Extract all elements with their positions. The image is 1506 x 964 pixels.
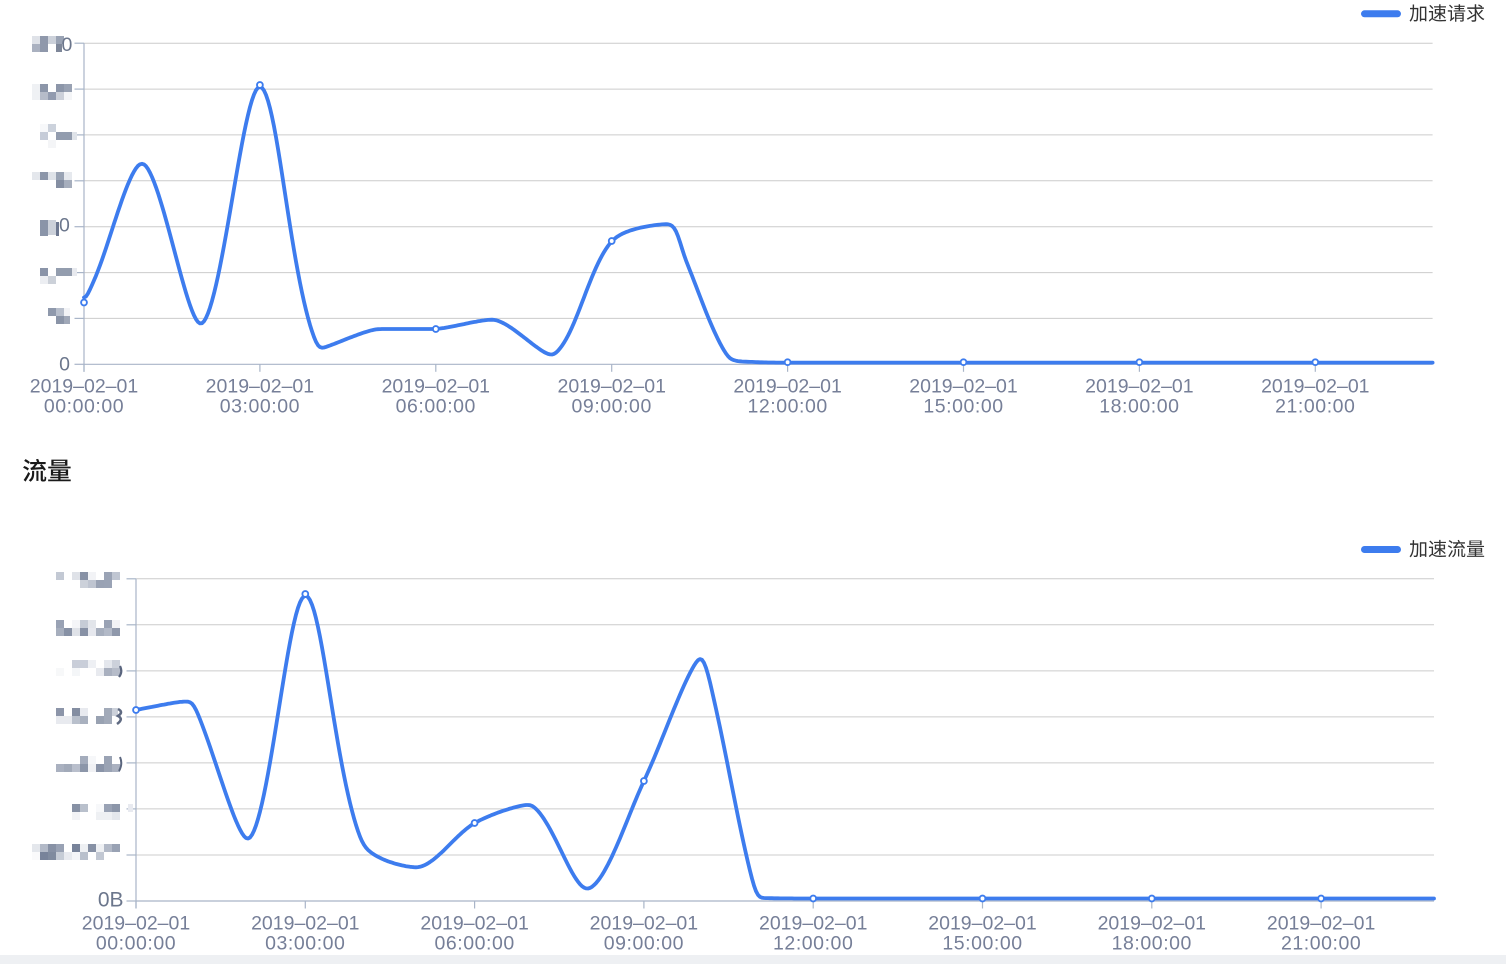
svg-text:2019–02–01: 2019–02–01 <box>759 912 867 934</box>
svg-text:2019–02–01: 2019–02–01 <box>733 376 841 398</box>
svg-text:03:00:00: 03:00:00 <box>265 932 345 954</box>
svg-text:0: 0 <box>59 215 70 237</box>
svg-text:03:00:00: 03:00:00 <box>220 396 300 418</box>
svg-text:2019–02–01: 2019–02–01 <box>1261 376 1369 398</box>
svg-text:12:00:00: 12:00:00 <box>747 396 827 418</box>
svg-text:0B: 0B <box>98 889 124 912</box>
svg-text:15:00:00: 15:00:00 <box>923 396 1003 418</box>
svg-text:12:00:00: 12:00:00 <box>773 932 853 954</box>
svg-text:2019–02–01: 2019–02–01 <box>909 376 1017 398</box>
svg-text:2019–02–01: 2019–02–01 <box>1098 912 1206 934</box>
svg-text:09:00:00: 09:00:00 <box>572 396 652 418</box>
svg-text:0: 0 <box>62 34 73 56</box>
svg-text:06:00:00: 06:00:00 <box>396 396 476 418</box>
svg-text:2019–02–01: 2019–02–01 <box>82 912 190 934</box>
svg-text:2019–02–01: 2019–02–01 <box>1085 376 1193 398</box>
svg-text:00:00:00: 00:00:00 <box>96 932 176 954</box>
svg-text:18:00:00: 18:00:00 <box>1099 396 1179 418</box>
svg-text:2019–02–01: 2019–02–01 <box>382 376 490 398</box>
svg-text:2019–02–01: 2019–02–01 <box>1267 912 1375 934</box>
svg-text:0: 0 <box>59 353 70 375</box>
svg-text:00:00:00: 00:00:00 <box>44 396 124 418</box>
svg-text:2019–02–01: 2019–02–01 <box>251 912 359 934</box>
svg-text:21:00:00: 21:00:00 <box>1275 396 1355 418</box>
svg-text:09:00:00: 09:00:00 <box>604 932 684 954</box>
svg-text:15:00:00: 15:00:00 <box>942 932 1022 954</box>
svg-text:2019–02–01: 2019–02–01 <box>206 376 314 398</box>
svg-text:2019–02–01: 2019–02–01 <box>557 376 665 398</box>
svg-text:2019–02–01: 2019–02–01 <box>928 912 1036 934</box>
svg-text:2019–02–01: 2019–02–01 <box>420 912 528 934</box>
svg-text:2019–02–01: 2019–02–01 <box>30 376 138 398</box>
svg-text:06:00:00: 06:00:00 <box>434 932 514 954</box>
svg-text:18:00:00: 18:00:00 <box>1112 932 1192 954</box>
svg-text:21:00:00: 21:00:00 <box>1281 932 1361 954</box>
svg-text:2019–02–01: 2019–02–01 <box>590 912 698 934</box>
